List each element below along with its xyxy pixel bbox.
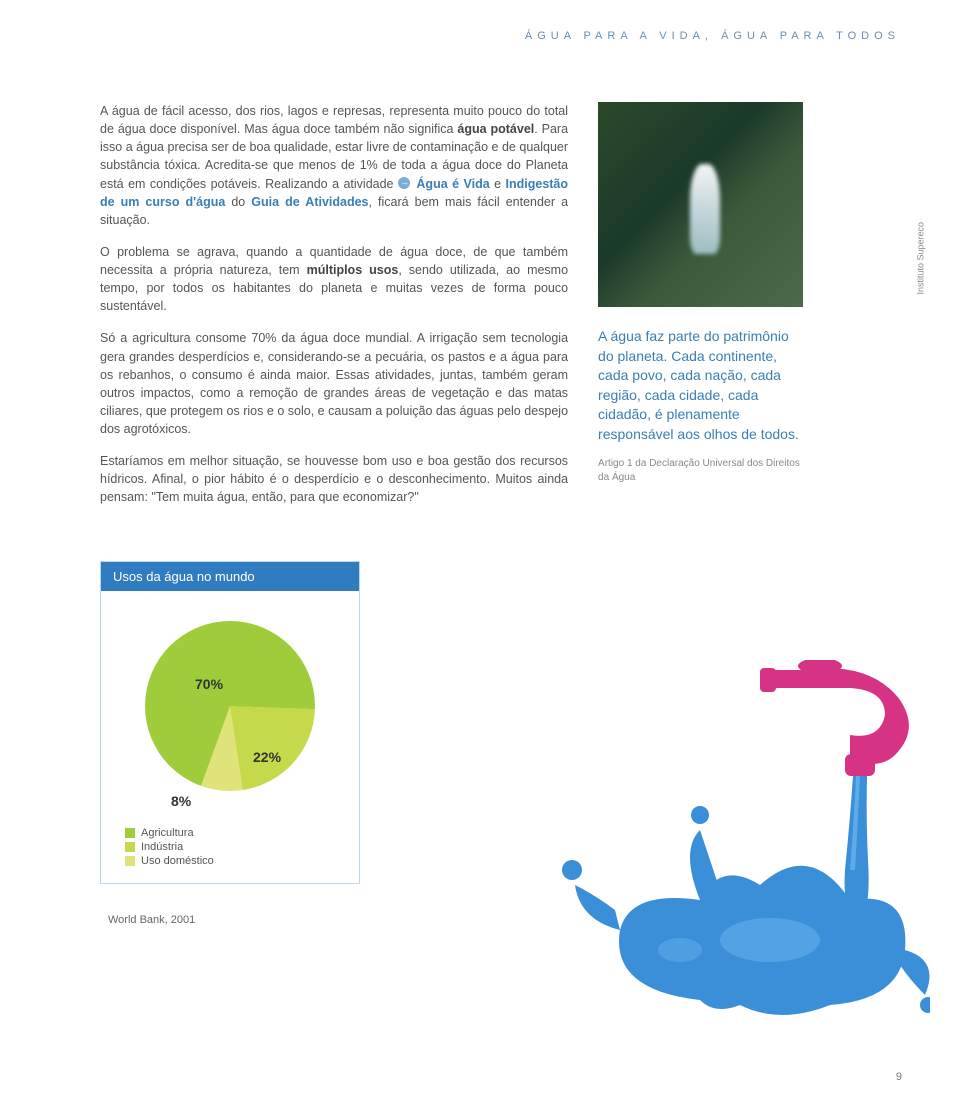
p1-bold-potavel: água potável [457,122,534,136]
p1-link-agua-vida: Água é Vida [416,177,489,191]
p2-bold-usos: múltiplos usos [307,263,399,277]
waterfall-photo [598,102,803,307]
p1-text-g: do [225,195,251,209]
legend-swatch-icon [125,842,135,852]
legend-row: Indústria [125,841,359,853]
legend-swatch-icon [125,856,135,866]
pie-graphic [145,621,315,791]
paragraph-4: Estaríamos em melhor situação, se houves… [100,452,568,506]
chart-title: Usos da água no mundo [101,562,359,591]
page-header: ÁGUA PARA A VIDA, ÁGUA PARA TODOS [100,30,900,42]
legend-label-agricultura: Agricultura [141,827,194,839]
p1-link-guia: Guia de Atividades [251,195,368,209]
paragraph-1: A água de fácil acesso, dos rios, lagos … [100,102,568,229]
pie-chart: 70% 22% 8% [125,611,335,821]
slice-label-8: 8% [171,793,191,809]
p1-text-e: e [490,177,506,191]
page-number: 9 [896,1071,902,1083]
side-column: Instituto Supereco A água faz parte do p… [598,102,900,521]
quote-source: Artigo 1 da Declaração Universal dos Dir… [598,457,808,485]
legend-label-industria: Indústria [141,841,183,853]
link-icon [398,177,410,189]
legend-row: Uso doméstico [125,855,359,867]
slice-label-22: 22% [253,749,281,765]
legend-row: Agricultura [125,827,359,839]
chart-legend: Agricultura Indústria Uso doméstico [125,827,359,867]
slice-label-70: 70% [195,676,223,692]
main-text-column: A água de fácil acesso, dos rios, lagos … [100,102,568,521]
photo-credit: Instituto Supereco [916,222,926,295]
legend-label-domestico: Uso doméstico [141,855,214,867]
chart-source: World Bank, 2001 [108,914,900,926]
paragraph-2: O problema se agrava, quando a quantidad… [100,243,568,316]
legend-swatch-icon [125,828,135,838]
faucet-illustration [550,660,930,1020]
pie-chart-box: Usos da água no mundo 70% 22% 8% Agricul… [100,561,360,884]
pull-quote: A água faz parte do patrimônio do planet… [598,327,808,445]
paragraph-3: Só a agricultura consome 70% da água doc… [100,329,568,438]
